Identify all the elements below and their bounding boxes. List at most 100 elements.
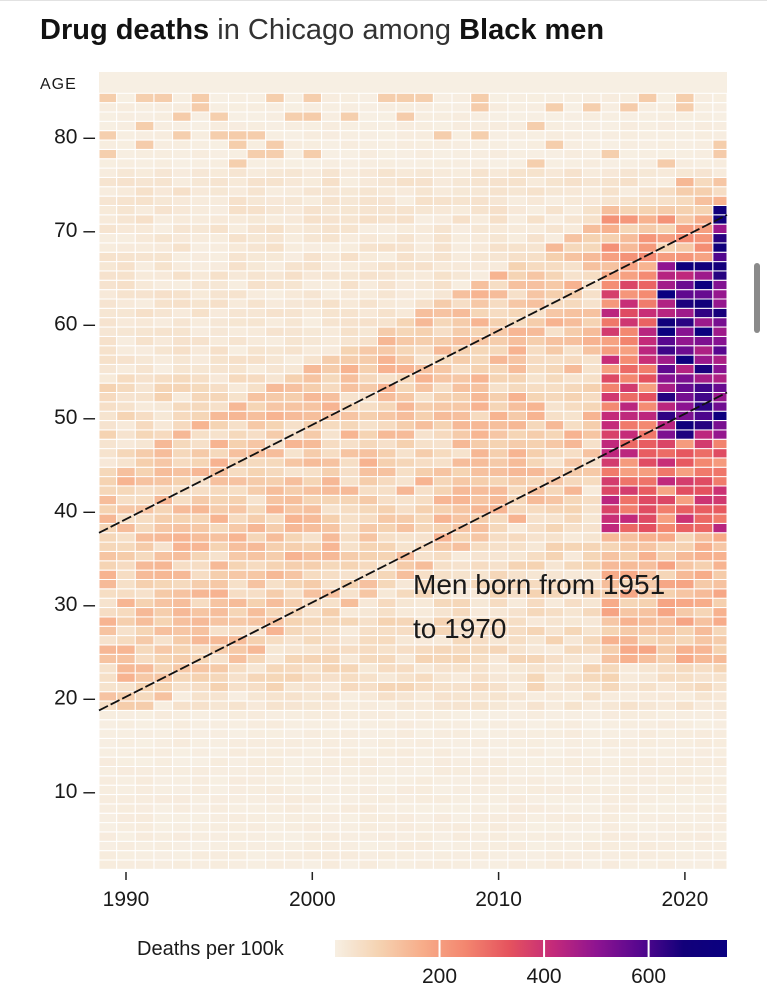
heatmap-cell <box>339 448 360 459</box>
heatmap-cell <box>377 457 397 468</box>
y-axis-title: AGE <box>40 76 77 93</box>
heatmap-cell <box>339 270 360 281</box>
heatmap-cell <box>395 653 416 665</box>
heatmap-cell <box>134 551 155 562</box>
heatmap-cell <box>283 719 304 730</box>
heatmap-cell <box>116 270 136 281</box>
heatmap-cell <box>619 102 639 113</box>
heatmap-cell <box>507 214 527 225</box>
heatmap-cell <box>712 859 728 870</box>
heatmap-cell <box>526 102 546 113</box>
heatmap-cell <box>377 251 397 263</box>
heatmap-cell <box>172 392 192 403</box>
heatmap-cell <box>619 410 639 422</box>
heatmap-cell <box>98 597 118 609</box>
heatmap-cell <box>414 812 434 824</box>
heatmap-cell <box>153 635 174 646</box>
heatmap-cell <box>637 513 658 524</box>
heatmap-cell <box>228 766 248 777</box>
heatmap-cell <box>358 794 378 805</box>
heatmap-cell <box>228 205 248 216</box>
heatmap-cell <box>563 784 583 796</box>
heatmap-cell <box>544 812 565 824</box>
heatmap-cell <box>488 476 509 487</box>
heatmap-cell <box>321 625 341 637</box>
heatmap-cell <box>675 588 695 599</box>
heatmap-cell <box>656 326 677 337</box>
heatmap-cell <box>470 840 490 852</box>
heatmap-cell <box>488 728 509 739</box>
heatmap-cell <box>339 635 360 646</box>
heatmap-cell <box>582 92 602 104</box>
heatmap-cell <box>451 756 472 768</box>
heatmap-cell <box>526 756 546 768</box>
heatmap-cell <box>302 158 323 169</box>
heatmap-cell <box>302 148 323 160</box>
heatmap-cell <box>246 242 267 253</box>
heatmap-cell <box>693 317 714 328</box>
heatmap-cell <box>190 766 211 777</box>
heatmap-cell <box>377 120 397 132</box>
heatmap-cell <box>488 195 509 206</box>
heatmap-cell <box>507 831 527 842</box>
heatmap-cell <box>451 420 472 431</box>
heatmap-cell <box>619 700 639 711</box>
heatmap-cell <box>470 794 490 805</box>
heatmap-cell <box>190 429 211 440</box>
heatmap-cell <box>153 214 174 225</box>
heatmap-cell <box>470 420 490 431</box>
heatmap-cell <box>470 176 490 188</box>
heatmap-cell <box>283 289 304 300</box>
heatmap-cell <box>321 663 341 674</box>
heatmap-cell <box>321 289 341 300</box>
heatmap-cell <box>563 279 583 291</box>
heatmap-cell <box>582 541 602 552</box>
heatmap-cell <box>544 522 565 534</box>
heatmap-cell <box>582 223 602 234</box>
heatmap-cell <box>637 522 658 534</box>
heatmap-cell <box>563 719 583 730</box>
heatmap-cell <box>488 251 509 263</box>
heatmap-cell <box>302 354 323 365</box>
heatmap-cell <box>209 354 229 365</box>
heatmap-cell <box>582 130 602 141</box>
heatmap-cell <box>172 784 192 796</box>
heatmap-cell <box>563 803 583 814</box>
heatmap-cell <box>116 233 136 244</box>
heatmap-cell <box>451 485 472 496</box>
heatmap-cell <box>134 485 155 496</box>
heatmap-cell <box>98 728 118 739</box>
heatmap-cell <box>432 111 453 122</box>
heatmap-cell <box>656 494 677 506</box>
heatmap-cell <box>600 607 621 618</box>
heatmap-cell <box>656 270 677 281</box>
heatmap-cell <box>209 859 229 870</box>
heatmap-cell <box>693 438 714 450</box>
heatmap-cell <box>600 504 621 515</box>
heatmap-cell <box>395 569 416 581</box>
heatmap-cell <box>339 709 360 721</box>
heatmap-cell <box>190 223 211 234</box>
heatmap-cell <box>395 251 416 263</box>
heatmap-cell <box>321 429 341 440</box>
heatmap-cell <box>582 625 602 637</box>
heatmap-cell <box>116 139 136 150</box>
heatmap-cell <box>302 410 323 422</box>
heatmap-cell <box>283 635 304 646</box>
heatmap-cell <box>395 130 416 141</box>
scrollbar-thumb[interactable] <box>754 263 760 333</box>
heatmap-cell <box>246 420 267 431</box>
heatmap-cell <box>228 719 248 730</box>
heatmap-cell <box>190 485 211 496</box>
heatmap-cell <box>116 747 136 758</box>
heatmap-cell <box>116 382 136 394</box>
heatmap-cell <box>507 279 527 291</box>
heatmap-cell <box>544 335 565 347</box>
heatmap-cell <box>358 223 378 234</box>
heatmap-cell <box>507 653 527 665</box>
heatmap-cell <box>470 354 490 365</box>
heatmap-cell <box>134 457 155 468</box>
heatmap-cell <box>544 644 565 655</box>
heatmap-cell <box>395 448 416 459</box>
heatmap-cell <box>339 653 360 665</box>
